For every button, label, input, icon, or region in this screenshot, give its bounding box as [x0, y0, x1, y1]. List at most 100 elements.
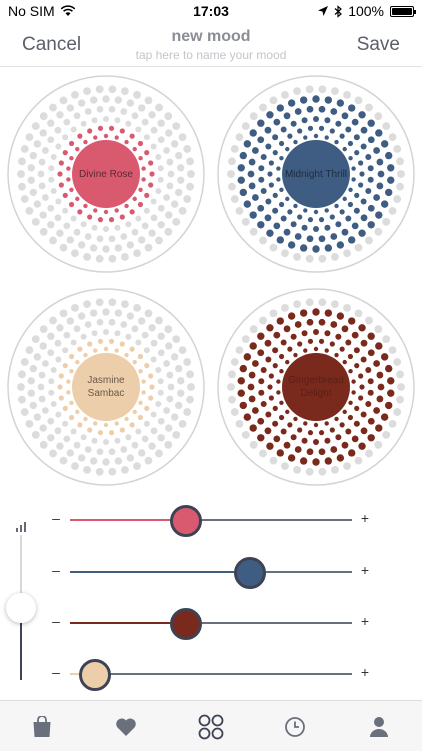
scent-dot: [63, 435, 71, 443]
scent-dot: [351, 390, 356, 395]
scent-dot-rings: [217, 75, 415, 273]
shopping-bag-icon: [33, 716, 51, 737]
slider-track[interactable]: [70, 673, 352, 675]
scent-dot: [157, 378, 164, 385]
scent-dot: [132, 146, 137, 152]
scent-circle-jasmine-sambac[interactable]: Jasmine Sambac: [6, 287, 206, 487]
scent-dot: [54, 339, 62, 347]
scent-dot: [155, 103, 163, 112]
increase-button[interactable]: +: [360, 510, 370, 526]
scent-dot: [102, 308, 110, 316]
slider-knob[interactable]: [169, 608, 202, 640]
scent-dot: [353, 134, 360, 141]
scent-circle-midnight-thrill[interactable]: Midnight Thrill: [216, 74, 416, 274]
scent-dot: [91, 437, 98, 444]
scent-dot: [235, 419, 244, 428]
scent-dot: [108, 448, 116, 456]
scent-dot: [59, 456, 68, 465]
scent-dot: [339, 422, 345, 428]
scent-dot: [48, 165, 55, 172]
scent-dot: [47, 119, 55, 127]
slider-knob[interactable]: [169, 505, 202, 537]
scent-dot: [358, 395, 364, 401]
cancel-button[interactable]: Cancel: [22, 34, 82, 55]
scent-dot: [260, 401, 267, 407]
scent-dot: [285, 196, 290, 202]
decrease-button[interactable]: –: [52, 510, 60, 526]
scent-dot: [108, 298, 117, 307]
scent-dot: [272, 420, 279, 427]
scent-dot: [165, 129, 173, 137]
scent-dot: [385, 401, 393, 410]
tab-moods[interactable]: [198, 714, 224, 740]
scent-dot: [279, 369, 284, 374]
scent-dot: [70, 215, 77, 222]
scent-dot: [324, 309, 333, 317]
scent-dot: [305, 85, 314, 94]
tab-history[interactable]: [282, 714, 308, 740]
scent-dot: [375, 424, 383, 432]
scent-dot: [396, 395, 404, 404]
mood-title[interactable]: new mood: [171, 28, 251, 45]
scent-dot: [330, 108, 338, 115]
increase-button[interactable]: +: [360, 613, 370, 629]
scent-dot: [155, 316, 163, 325]
scent-dot: [257, 434, 265, 442]
scent-dot: [27, 176, 35, 184]
scent-dot: [268, 395, 274, 401]
scent-dot: [48, 176, 55, 183]
scent-dot: [20, 145, 29, 153]
scent-dot: [133, 462, 141, 471]
scent-dot: [178, 206, 187, 215]
scent-dot: [18, 370, 26, 379]
decrease-button[interactable]: –: [52, 562, 60, 578]
scent-dot: [307, 338, 314, 344]
scent-dot: [360, 339, 368, 347]
decrease-button[interactable]: –: [52, 664, 60, 680]
decrease-button[interactable]: –: [52, 613, 60, 629]
scent-dot: [150, 427, 158, 435]
intensity-sliders: – + – + – + – +: [0, 495, 422, 695]
save-button[interactable]: Save: [356, 34, 400, 55]
scent-dot: [318, 318, 326, 326]
slider-track[interactable]: [70, 519, 352, 521]
wifi-icon: [60, 5, 75, 16]
master-slider-knob[interactable]: [6, 592, 36, 623]
slider-knob[interactable]: [234, 557, 267, 589]
tab-profile[interactable]: [366, 714, 392, 740]
scent-dot: [41, 360, 49, 367]
scent-dot: [125, 434, 132, 441]
scent-dot: [62, 150, 68, 156]
scent-dot: [268, 182, 274, 188]
mood-name-hint[interactable]: tap here to name your mood: [135, 48, 287, 62]
scent-dot: [38, 395, 46, 403]
scent-dot: [103, 439, 109, 445]
scent-dot: [73, 325, 81, 333]
slider-track[interactable]: [70, 571, 352, 573]
slider-knob[interactable]: [79, 659, 112, 691]
master-intensity-slider[interactable]: [6, 515, 36, 680]
scent-dot: [239, 364, 247, 373]
slider-track[interactable]: [70, 622, 352, 624]
scent-dot: [166, 158, 174, 166]
scent-circle-divine-rose[interactable]: Divine Rose: [6, 74, 206, 274]
scent-dot: [365, 401, 372, 407]
scent-dot: [360, 356, 367, 363]
scent-dot: [251, 194, 259, 201]
tab-shop[interactable]: [29, 714, 55, 740]
increase-button[interactable]: +: [360, 562, 370, 578]
scent-dot: [114, 96, 123, 104]
scent-dot: [141, 222, 149, 230]
scent-dot: [324, 224, 331, 231]
scent-circle-gingerbread[interactable]: Gingerbread Delight: [216, 287, 416, 487]
tab-favorites[interactable]: [113, 714, 139, 740]
scent-dot: [47, 332, 55, 340]
scent-dot: [258, 176, 265, 183]
scent-dot: [237, 377, 245, 385]
scent-dot: [89, 457, 98, 465]
increase-button[interactable]: +: [360, 664, 370, 680]
scent-dot: [297, 341, 303, 347]
scent-dot: [138, 187, 143, 192]
scent-dot: [318, 448, 326, 456]
scent-dot: [342, 196, 347, 202]
